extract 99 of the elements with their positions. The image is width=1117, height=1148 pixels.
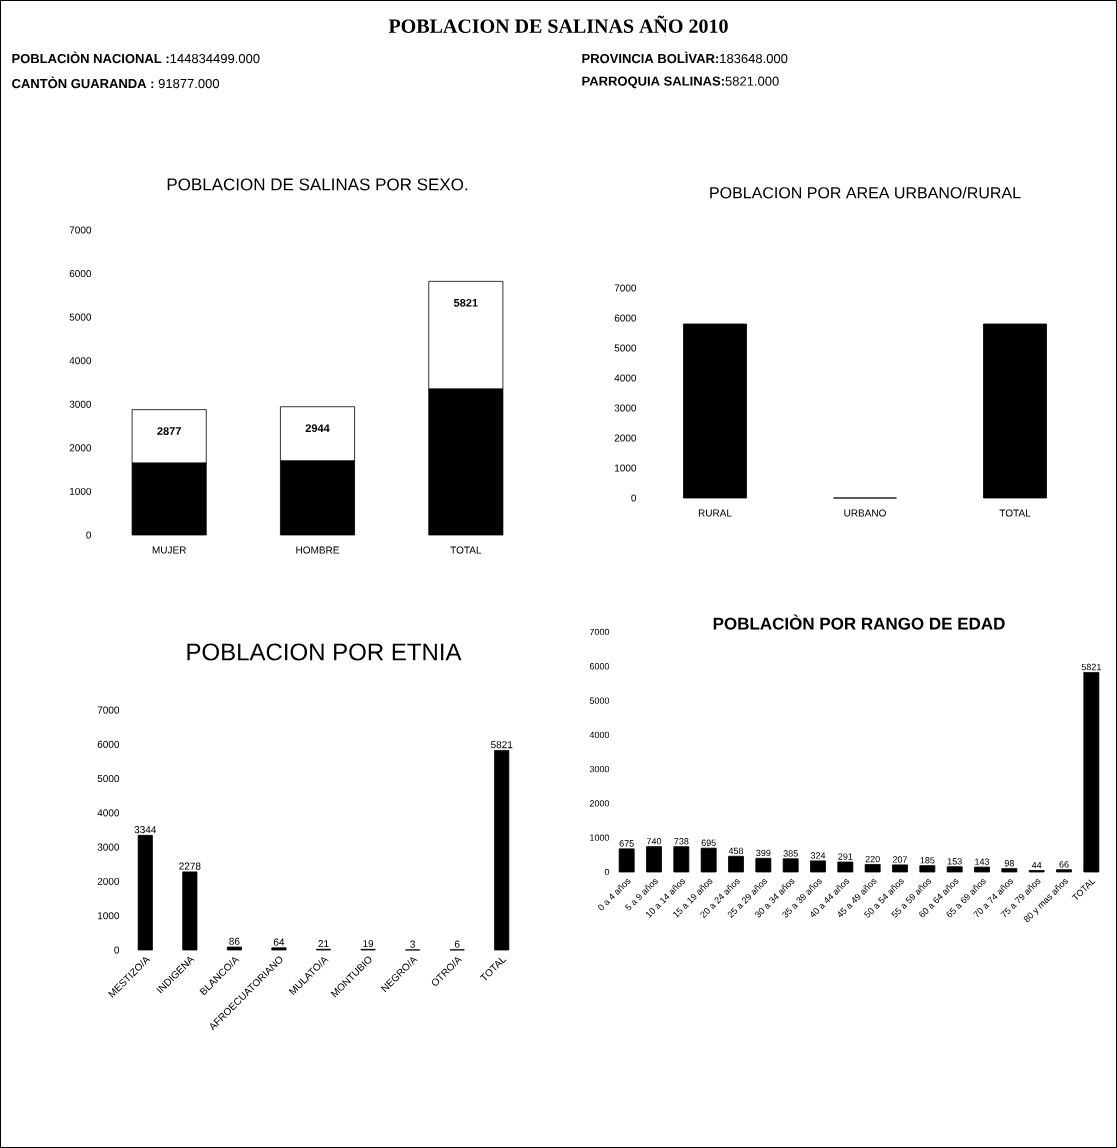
y-tick-label: 6000 xyxy=(589,663,610,670)
total-label: 2877 xyxy=(157,427,181,435)
x-tick-label: HOMBRE xyxy=(296,546,340,554)
chart-title: POBLACION DE SALINAS POR SEXO. xyxy=(167,178,468,191)
data-label: 3344 xyxy=(134,826,157,834)
y-tick-label: 0 xyxy=(631,494,637,502)
y-tick-label: 4000 xyxy=(589,731,610,739)
y-tick-label: 1000 xyxy=(69,487,92,495)
bar xyxy=(974,866,990,873)
y-tick-label: 6000 xyxy=(69,270,92,278)
bar xyxy=(1083,672,1100,873)
bar xyxy=(673,846,690,873)
y-tick-label: 3000 xyxy=(69,400,92,408)
y-tick-label: 4000 xyxy=(97,809,120,817)
y-tick-label: 7000 xyxy=(589,628,610,636)
total-label: 2944 xyxy=(305,424,330,433)
data-label: 153 xyxy=(947,858,962,865)
data-label: 98 xyxy=(1004,860,1014,867)
data-label: 695 xyxy=(701,839,716,846)
data-label: 324 xyxy=(810,852,826,859)
y-tick-label: 2000 xyxy=(614,434,637,442)
y-tick-label: 2000 xyxy=(589,800,610,807)
chart-title: POBLACION POR ETNIA xyxy=(187,643,462,661)
text: POBLACION DE SALINAS AÑO 2010 xyxy=(388,15,728,33)
data-label: 185 xyxy=(920,857,935,864)
y-tick-label: 3000 xyxy=(97,843,120,851)
bar xyxy=(1001,868,1018,873)
bar xyxy=(919,865,936,873)
data-label: 66 xyxy=(1059,861,1069,868)
data-label: 64 xyxy=(273,938,285,946)
data-label: 207 xyxy=(892,856,908,863)
text: CANTÒN GUARANDA : 91877.000 xyxy=(12,76,220,89)
data-label: 220 xyxy=(865,855,880,863)
x-tick-label: MUJER xyxy=(152,546,186,554)
text: POBLACIÒN NACIONAL :144834499.000 xyxy=(12,51,260,64)
y-tick-label: 1000 xyxy=(590,834,610,841)
y-tick-label: 3000 xyxy=(589,765,610,773)
y-tick-label: 5000 xyxy=(614,344,637,352)
y-tick-label: 5000 xyxy=(97,775,120,783)
bar xyxy=(226,946,242,951)
bar xyxy=(137,834,153,951)
y-tick-label: 7000 xyxy=(614,284,637,292)
data-label: 2278 xyxy=(179,862,201,870)
bar xyxy=(837,861,854,873)
data-label: 740 xyxy=(646,838,662,845)
bar xyxy=(728,855,744,873)
data-label: 5821 xyxy=(1081,663,1101,671)
data-label: 6 xyxy=(454,940,460,948)
y-tick-label: 4000 xyxy=(614,374,637,382)
bar xyxy=(892,864,908,873)
data-label: 19 xyxy=(363,940,374,948)
bar xyxy=(700,847,717,873)
y-tick-label: 0 xyxy=(114,946,120,954)
chart-title: POBLACIÒN POR RANGO DE EDAD xyxy=(713,614,1005,630)
bar xyxy=(755,857,772,873)
data-label: 385 xyxy=(783,850,798,857)
y-tick-label: 0 xyxy=(86,531,92,539)
data-label: 458 xyxy=(728,847,744,855)
x-tick-label: TOTAL xyxy=(999,509,1031,517)
bar xyxy=(618,848,635,873)
y-tick-label: 5000 xyxy=(69,313,92,321)
bar xyxy=(646,846,662,873)
x-tick-label: URBANO xyxy=(844,509,886,517)
data-label: 86 xyxy=(229,937,240,945)
text: PROVINCIA BOLÌVAR:183648.000 xyxy=(582,51,788,64)
y-tick-label: 4000 xyxy=(69,357,92,365)
bar xyxy=(494,750,510,951)
bar xyxy=(182,871,198,951)
bar xyxy=(946,866,963,873)
y-tick-label: 1000 xyxy=(97,912,120,920)
data-label: 21 xyxy=(318,940,329,948)
y-tick-label: 1000 xyxy=(615,464,637,472)
bar xyxy=(1056,869,1072,873)
data-label: 738 xyxy=(674,838,689,845)
x-tick-label: TOTAL xyxy=(450,546,482,554)
y-tick-label: 0 xyxy=(604,868,610,876)
data-label: 143 xyxy=(975,858,990,865)
y-tick-label: 5000 xyxy=(589,697,610,704)
data-label: 399 xyxy=(756,849,771,857)
y-tick-label: 7000 xyxy=(97,706,120,714)
y-tick-label: 6000 xyxy=(614,314,637,322)
total-label: 5821 xyxy=(453,298,478,307)
y-tick-label: 7000 xyxy=(69,226,92,234)
data-label: 3 xyxy=(410,940,415,948)
bar xyxy=(271,947,287,951)
bar xyxy=(864,864,881,873)
data-label: 675 xyxy=(619,840,634,847)
bar xyxy=(782,858,799,873)
data-label: 291 xyxy=(838,853,853,860)
x-tick-label: RURAL xyxy=(698,509,732,517)
chart-title: POBLACION POR AREA URBANO/RURAL xyxy=(710,186,1021,199)
text: PARROQUIA SALINAS:5821.000 xyxy=(582,76,779,89)
y-tick-label: 2000 xyxy=(97,877,120,885)
y-tick-label: 3000 xyxy=(614,404,637,412)
y-tick-label: 2000 xyxy=(69,444,92,452)
bar xyxy=(810,860,826,873)
data-label: 44 xyxy=(1031,862,1042,869)
y-tick-label: 6000 xyxy=(97,740,120,748)
data-label: 5821 xyxy=(491,741,513,749)
